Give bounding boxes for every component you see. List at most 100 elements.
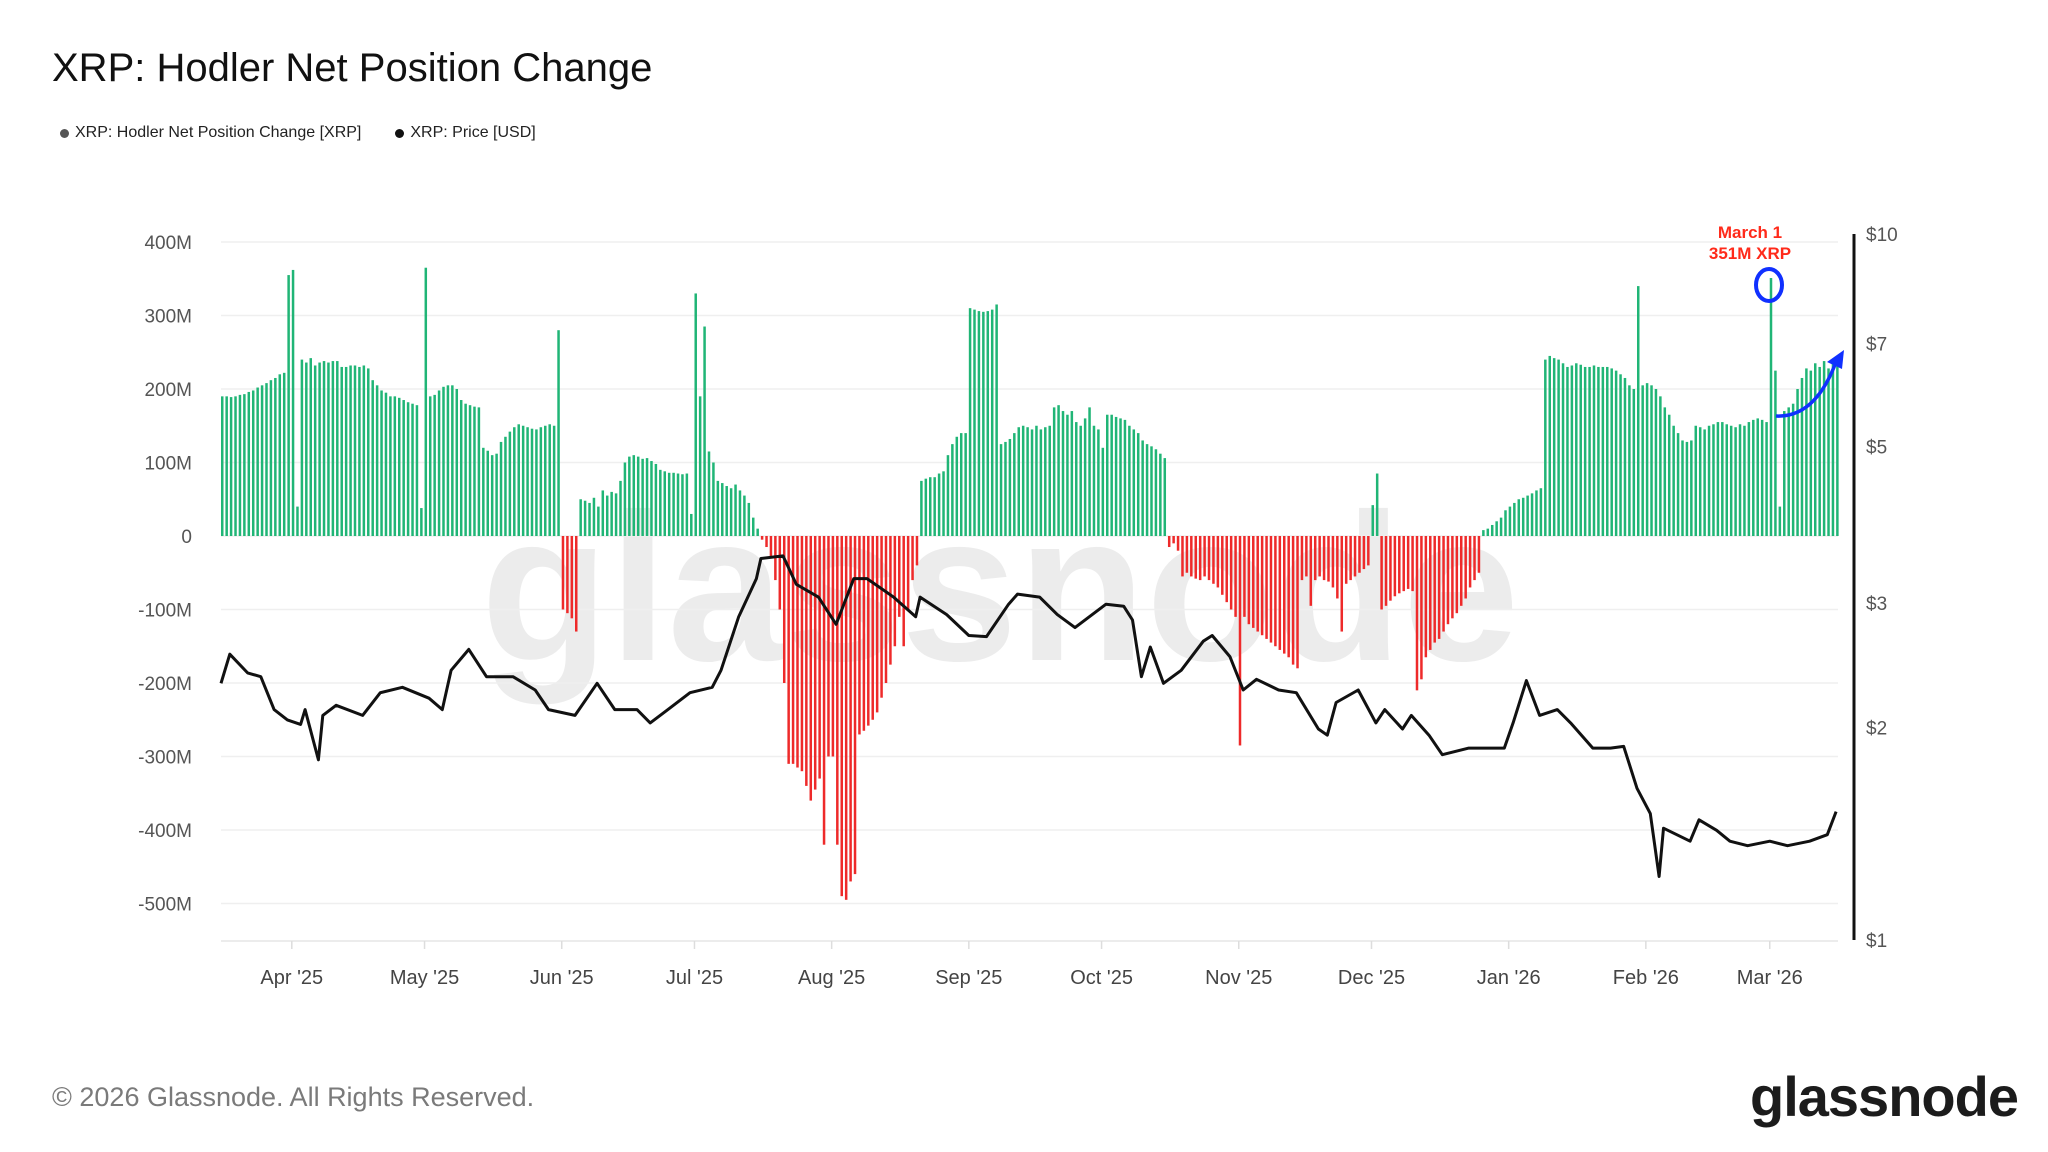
bar-positive	[1526, 495, 1529, 536]
bar-positive	[743, 495, 746, 536]
bar-positive	[358, 366, 361, 536]
legend: XRP: Hodler Net Position Change [XRP] XR…	[60, 124, 536, 142]
bar-negative	[1473, 536, 1476, 581]
chart-title: XRP: Hodler Net Position Change	[52, 46, 653, 90]
bar-positive	[721, 483, 724, 536]
bar-positive	[477, 407, 481, 536]
copyright: © 2026 Glassnode. All Rights Reserved.	[52, 1082, 535, 1112]
bar-negative	[1243, 536, 1246, 617]
right-tick-label: $10	[1866, 225, 1898, 246]
legend-item-price[interactable]: XRP: Price [USD]	[395, 124, 536, 142]
bar-positive	[681, 474, 684, 536]
legend-item-net-position[interactable]: XRP: Hodler Net Position Change [XRP]	[60, 124, 361, 142]
bar-positive	[1703, 429, 1706, 536]
bar-positive	[251, 390, 255, 536]
bar-positive	[725, 486, 728, 536]
bar-positive	[1013, 433, 1016, 536]
bar-positive	[1588, 366, 1591, 536]
bar-negative	[1313, 536, 1317, 581]
bar-positive	[367, 368, 370, 536]
bar-positive	[486, 450, 489, 536]
bar-positive	[428, 396, 432, 536]
bar-positive	[1150, 446, 1153, 536]
bar-positive	[229, 397, 233, 536]
bar-negative	[1176, 536, 1180, 551]
bar-negative	[1225, 536, 1228, 603]
bar-positive	[1601, 366, 1605, 536]
bar-positive	[1557, 359, 1560, 536]
bar-positive	[287, 275, 290, 536]
bar-negative	[906, 536, 910, 610]
bar-positive	[1017, 427, 1020, 536]
left-tick-label: -200M	[138, 674, 192, 695]
bar-negative	[1203, 536, 1206, 577]
bar-negative	[858, 536, 861, 735]
bar-positive	[1800, 377, 1804, 536]
left-tick-label: 0	[181, 527, 192, 548]
bar-positive	[579, 499, 582, 536]
bar-negative	[796, 536, 799, 768]
bar-positive	[1030, 429, 1034, 536]
x-tick-label: Dec '25	[1338, 967, 1405, 989]
bar-positive	[552, 425, 556, 536]
bar-positive	[1822, 361, 1826, 536]
bar-negative	[1433, 536, 1436, 643]
bar-positive	[535, 429, 538, 536]
bar-negative	[1207, 536, 1211, 581]
x-axis: Apr '25 May '25 Jun '25 Jul '25 Aug '25 Sep '…	[260, 941, 1803, 989]
bar-negative	[831, 536, 835, 757]
bar-positive	[1570, 365, 1574, 536]
bar-negative	[1468, 536, 1472, 588]
bar-positive	[1791, 403, 1795, 536]
bar-positive	[1783, 411, 1786, 536]
bar-negative	[1190, 536, 1193, 577]
bar-positive	[1075, 422, 1078, 536]
bar-positive	[1645, 383, 1649, 536]
bar-positive	[1521, 497, 1525, 536]
bar-positive	[1725, 424, 1728, 536]
bar-positive	[1659, 396, 1662, 536]
annotation: March 1 351M XRP	[1709, 223, 1844, 418]
bar-positive	[1092, 425, 1096, 536]
bar-negative	[889, 536, 892, 665]
bar-positive	[1141, 440, 1144, 536]
left-tick-label: 100M	[144, 454, 192, 475]
bar-negative	[570, 536, 574, 619]
bar-positive	[1694, 425, 1698, 536]
bar-negative	[862, 536, 866, 731]
bar-negative	[1398, 536, 1401, 594]
bar-positive	[446, 385, 450, 536]
bar-negative	[1172, 536, 1175, 544]
bar-positive	[1623, 377, 1627, 536]
bar-positive	[402, 400, 405, 536]
bar-positive	[1681, 440, 1684, 536]
legend-dot-icon	[60, 128, 69, 138]
bar-negative	[1437, 536, 1441, 639]
left-tick-label: 400M	[144, 233, 192, 254]
bar-positive	[1482, 530, 1485, 536]
x-tick-label: Nov '25	[1205, 967, 1272, 989]
left-tick-label: 300M	[144, 307, 192, 328]
bar-negative	[1380, 536, 1383, 610]
bar-positive	[336, 361, 339, 536]
bar-positive	[349, 365, 352, 536]
bar-positive	[1831, 359, 1835, 536]
x-tick-label: Feb '26	[1613, 967, 1679, 989]
bar-positive	[1743, 425, 1746, 536]
bar-positive	[654, 463, 658, 536]
bar-positive	[1101, 447, 1105, 536]
bar-positive	[1128, 425, 1131, 536]
bar-negative	[1283, 536, 1286, 654]
bar-positive	[291, 269, 295, 536]
bar-negative	[893, 536, 897, 647]
bar-negative	[809, 536, 813, 801]
annotation-date: March 1	[1718, 223, 1782, 242]
x-tick-label: Jan '26	[1477, 967, 1541, 989]
bar-positive	[707, 451, 711, 536]
bar-positive	[415, 405, 419, 536]
bar-negative	[1464, 536, 1467, 599]
bar-negative	[1167, 536, 1171, 548]
bar-negative	[1446, 536, 1450, 625]
bar-positive	[331, 361, 335, 536]
